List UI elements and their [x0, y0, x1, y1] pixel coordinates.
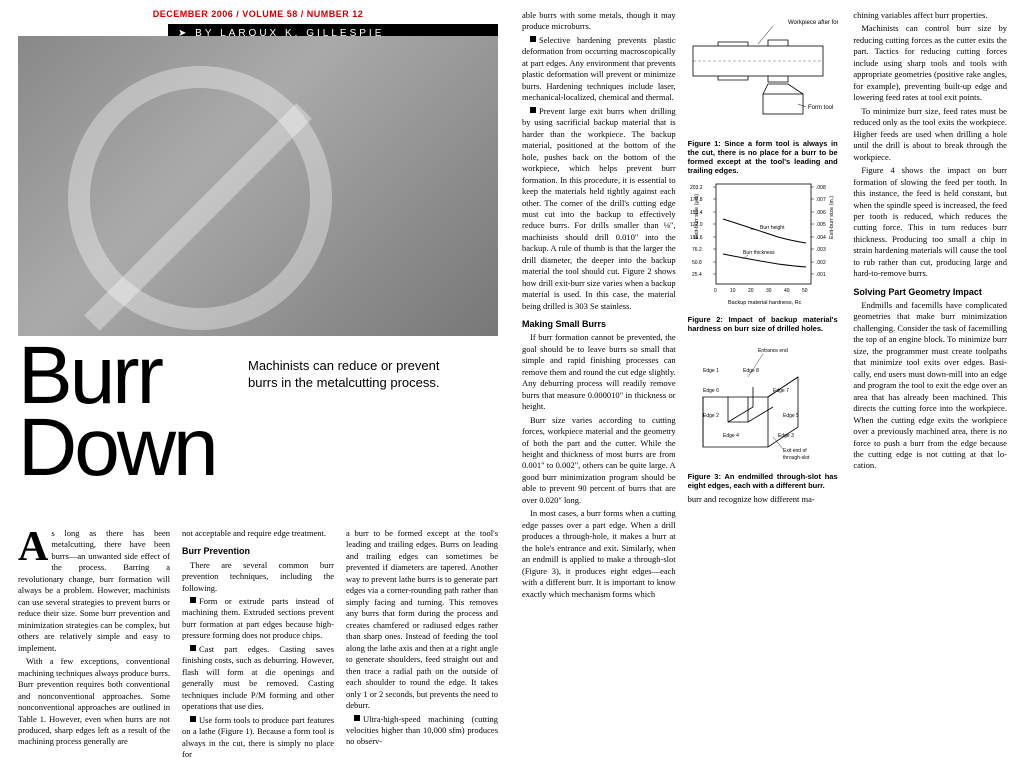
article-title-2: Down: [18, 412, 498, 484]
svg-text:Edge 5: Edge 5: [783, 413, 799, 419]
svg-text:Exit-burr size (in.): Exit-burr size (in.): [829, 196, 835, 239]
svg-text:Workpiece after form-cut opera: Workpiece after form-cut operation: [788, 20, 838, 26]
r-p1f: In most cases, a burr forms when a cutti…: [522, 508, 676, 600]
svg-text:.001: .001: [816, 272, 826, 278]
fig1-caption: Figure 1: Since a form tool is always in…: [688, 139, 838, 175]
r-p3d: Figure 4 shows the impact on burr format…: [853, 165, 1007, 280]
figure-2: 203.2.008 177.8.007 152.4.006 127.0.005 …: [688, 179, 838, 332]
head-geometry: Solving Part Geometry Impact: [853, 286, 1007, 298]
svg-text:76.2: 76.2: [692, 247, 702, 253]
fig3-caption: Figure 3: An endmilled through-slot has …: [688, 472, 838, 490]
fig2-caption: Figure 2: Impact of backup material's ha…: [688, 315, 838, 333]
svg-text:50.8: 50.8: [692, 260, 702, 266]
svg-text:.005: .005: [816, 222, 826, 228]
svg-text:0: 0: [714, 288, 717, 294]
r-p3a: chining variables affect burr properties…: [853, 10, 1007, 21]
svg-text:Edge 6: Edge 6: [703, 388, 719, 394]
r-p1d: If burr formation cannot be pre­vented, …: [522, 332, 676, 412]
svg-text:Edge 3: Edge 3: [778, 433, 794, 439]
svg-text:.008: .008: [816, 185, 826, 191]
svg-text:Form tool: Form tool: [808, 105, 833, 111]
r-p1a: able burrs with some metals, though it m…: [522, 10, 676, 33]
article-subtitle: Machinists can reduce or prevent burrs i…: [248, 358, 458, 392]
svg-text:.006: .006: [816, 210, 826, 216]
left-p3a: a burr to be formed except at the tool's…: [346, 528, 498, 712]
svg-text:Edge 8: Edge 8: [743, 368, 759, 374]
issue-header: DECEMBER 2006 / VOLUME 58 / NUMBER 12: [18, 8, 498, 20]
right-body-columns: able burrs with some metals, though it m…: [522, 10, 1007, 602]
head-burr-prevention: Burr Prevention: [182, 545, 334, 557]
svg-text:40: 40: [784, 288, 790, 294]
svg-text:.002: .002: [816, 260, 826, 266]
r-p2x: burr and recognize how different ma-: [688, 494, 842, 505]
svg-text:Edge 1: Edge 1: [703, 368, 719, 374]
left-p3b: Ultra-high-speed machin­ing (cutting vel…: [346, 714, 498, 747]
svg-text:30: 30: [766, 288, 772, 294]
r-p3c: To minimize burr size, feed rates must b…: [853, 106, 1007, 163]
r-p1b: Selective hardening prevents plastic def…: [522, 35, 676, 102]
left-p2c: Form or extrude parts instead of machini…: [182, 596, 334, 640]
svg-text:203.2: 203.2: [690, 185, 703, 191]
svg-text:Backup material hardness, Rc: Backup material hardness, Rc: [728, 300, 802, 306]
left-body-columns: As long as there has been metalcutting, …: [18, 528, 498, 763]
r-p3e: Endmills and facemills have complicated …: [853, 300, 1007, 472]
r-p3b: Machinists can control burr size by redu…: [853, 23, 1007, 103]
svg-text:through-slot: through-slot: [783, 455, 810, 461]
svg-text:.004: .004: [816, 235, 826, 241]
left-p2a: not acceptable and require edge treatmen…: [182, 528, 334, 539]
left-p2e: Use form tools to produce part features …: [182, 715, 334, 759]
svg-text:Exit end of: Exit end of: [783, 448, 807, 454]
r-p1c: Prevent large exit burrs when drilling b…: [522, 106, 676, 311]
head-small-burrs: Making Small Burrs: [522, 318, 676, 330]
svg-text:25.4: 25.4: [692, 272, 702, 278]
svg-text:Edge 7: Edge 7: [773, 388, 789, 394]
svg-text:Edge 4: Edge 4: [723, 433, 739, 439]
svg-text:10: 10: [730, 288, 736, 294]
svg-text:Burr height: Burr height: [760, 225, 785, 231]
svg-text:20: 20: [748, 288, 754, 294]
figure-3: Entrance end Edge 1 Edge 8 Edge 6 Edge 7 E…: [688, 337, 838, 490]
left-p2b: There are several common burr prevention…: [182, 560, 334, 594]
figure-1: Workpiece after form-cut operation Form …: [688, 14, 838, 175]
svg-text:Edge 2: Edge 2: [703, 413, 719, 419]
svg-text:50: 50: [802, 288, 808, 294]
hero-photo: [18, 36, 498, 336]
left-p2d: Cast part edges. Casting saves finishing…: [182, 644, 334, 711]
dropcap: A: [18, 528, 51, 565]
left-p1b: With a few exceptions, conven­tional mac…: [18, 656, 170, 748]
r-p1e: Burr size varies according to cutting fo…: [522, 415, 676, 507]
svg-text:Entrance end: Entrance end: [758, 348, 788, 354]
svg-text:.007: .007: [816, 197, 826, 203]
svg-text:.003: .003: [816, 247, 826, 253]
svg-text:Exit-burr size (μm): Exit-burr size (μm): [694, 194, 700, 239]
